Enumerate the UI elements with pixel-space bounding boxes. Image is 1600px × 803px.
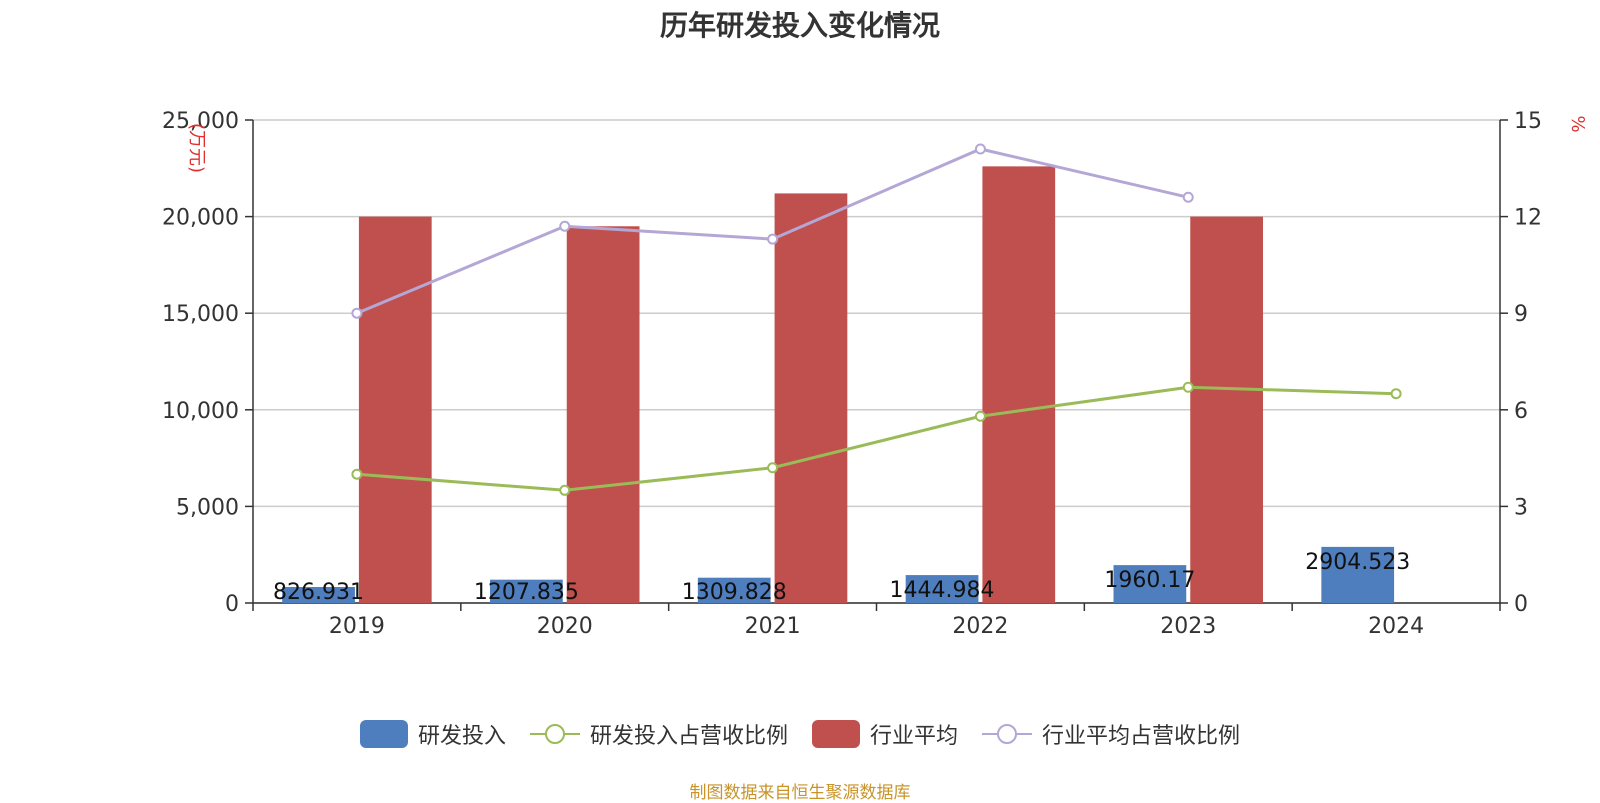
right-axis-tick-label: 12 xyxy=(1514,206,1542,231)
left-axis-tick-label: 20,000 xyxy=(162,206,239,231)
bar-data-label: 1207.835 xyxy=(474,580,579,605)
point-industry-ratio xyxy=(351,307,363,319)
bar-data-label: 1960.17 xyxy=(1104,568,1195,593)
x-axis-tick-label: 2019 xyxy=(329,614,385,639)
chart-legend: 研发投入 研发投入占营收比例 行业平均 行业平均占营收比例 xyxy=(0,718,1600,750)
x-axis-tick-label: 2022 xyxy=(952,614,1008,639)
line-industry-ratio xyxy=(356,147,1189,315)
bar-industry-average xyxy=(358,216,432,603)
point-rd-ratio xyxy=(559,484,571,496)
right-axis-tick-label: 6 xyxy=(1514,399,1528,424)
legend-item-ind-ratio[interactable]: 行业平均占营收比例 xyxy=(982,718,1240,750)
legend-item-rd-ratio[interactable]: 研发投入占营收比例 xyxy=(529,718,788,750)
bar-industry-average xyxy=(566,226,640,603)
right-axis-tick-label: 0 xyxy=(1514,592,1528,617)
point-rd-ratio xyxy=(1390,388,1402,400)
left-axis-tick-label: 10,000 xyxy=(162,399,239,424)
point-industry-ratio xyxy=(559,220,571,232)
bar-industry-average xyxy=(982,166,1056,604)
right-axis-tick-label: 3 xyxy=(1514,495,1528,520)
bar-rd-investment xyxy=(1113,565,1187,603)
legend-item-rd[interactable]: 研发投入 xyxy=(359,718,506,750)
bar-data-label: 2904.523 xyxy=(1305,550,1410,575)
right-axis-tick-label: 15 xyxy=(1514,109,1542,134)
left-axis-unit: (万元) xyxy=(186,123,207,173)
point-industry-ratio xyxy=(974,143,986,155)
x-axis-tick-label: 2023 xyxy=(1160,614,1216,639)
point-rd-ratio xyxy=(351,468,363,480)
legend-label-ind: 行业平均 xyxy=(870,724,959,749)
chart-canvas: 0 5,000 10,000 15,000 20,000 25,000 0 3 6 9 12 15 (万… xyxy=(162,109,1588,639)
right-axis-unit: % xyxy=(1567,115,1588,132)
legend-swatch-ind-ratio xyxy=(982,724,1033,744)
bar-rd-investment xyxy=(905,575,979,603)
data-source-note: 制图数据来自恒生聚源数据库 xyxy=(689,783,911,803)
left-axis-tick-label: 25,000 xyxy=(162,109,239,134)
chart-title: 历年研发投入变化情况 xyxy=(659,9,940,42)
left-axis-tick-label: 15,000 xyxy=(162,302,239,327)
bar-industry-average xyxy=(1190,216,1263,603)
bar-industry-average xyxy=(774,193,848,603)
point-rd-ratio xyxy=(974,410,986,422)
bar-rd-investment xyxy=(1321,546,1395,603)
legend-label-rd: 研发投入 xyxy=(417,724,506,749)
left-axis-tick-label: 5,000 xyxy=(176,495,239,520)
left-axis-tick-label: 0 xyxy=(225,592,239,617)
legend-swatch-rd-ratio xyxy=(529,724,580,744)
legend-swatch-ind xyxy=(812,720,860,748)
line-rd-ratio xyxy=(356,385,1397,492)
point-rd-ratio xyxy=(767,462,779,474)
legend-label-rd-ratio: 研发投入占营收比例 xyxy=(589,724,788,749)
bar-rd-investment xyxy=(490,579,563,603)
bar-data-label: 1444.984 xyxy=(890,578,995,603)
x-axis-tick-label: 2024 xyxy=(1368,614,1424,639)
legend-item-ind[interactable]: 行业平均 xyxy=(812,718,958,750)
x-axis-tick-label: 2020 xyxy=(537,614,593,639)
legend-swatch-rd xyxy=(359,720,408,748)
point-rd-ratio xyxy=(1182,381,1194,393)
bar-rd-investment xyxy=(282,587,355,603)
right-axis-tick-label: 9 xyxy=(1514,302,1528,327)
x-axis-tick-label: 2021 xyxy=(745,614,801,639)
point-industry-ratio xyxy=(767,233,779,245)
point-industry-ratio xyxy=(1182,191,1194,203)
bar-rd-investment xyxy=(697,577,771,603)
bar-data-label: 826.931 xyxy=(273,580,364,605)
legend-label-ind-ratio: 行业平均占营收比例 xyxy=(1042,724,1241,749)
bar-data-label: 1309.828 xyxy=(682,580,787,605)
